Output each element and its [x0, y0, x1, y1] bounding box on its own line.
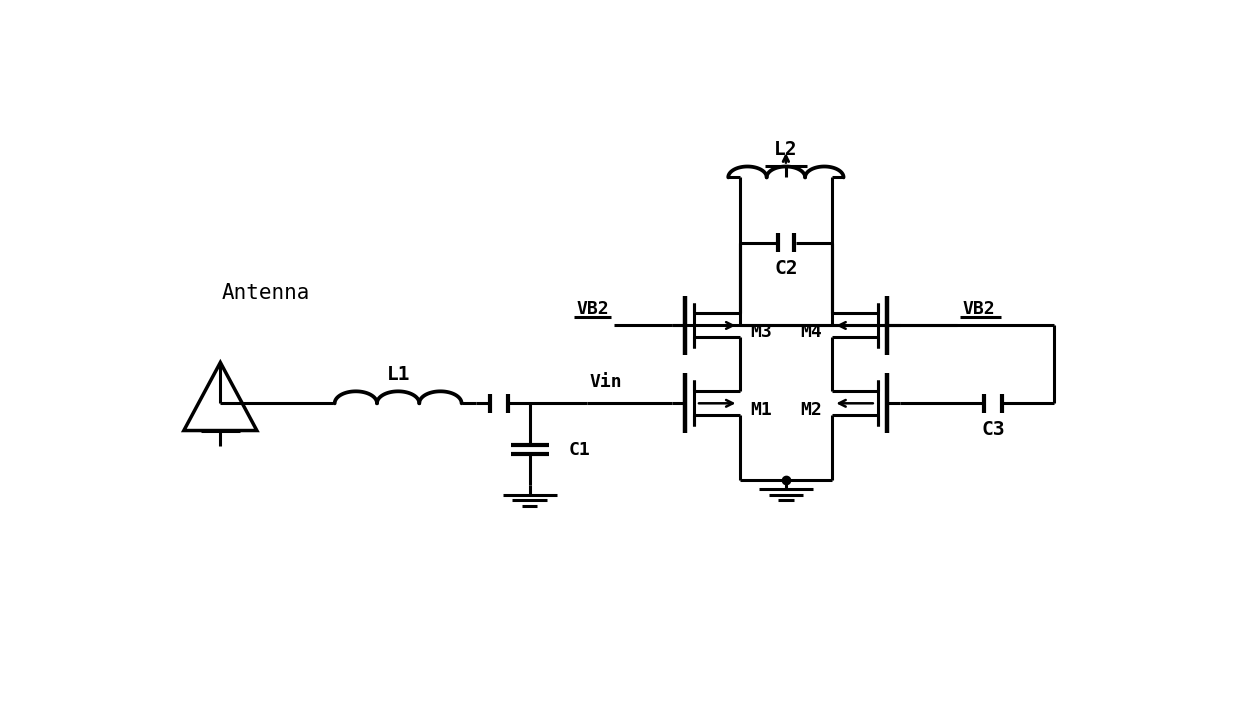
Text: M3: M3 — [750, 323, 771, 341]
Text: Antenna: Antenna — [221, 283, 310, 303]
Text: M1: M1 — [750, 401, 771, 419]
Text: C2: C2 — [774, 259, 797, 279]
Text: Vin: Vin — [589, 373, 622, 390]
Text: L1: L1 — [387, 366, 410, 385]
Text: C3: C3 — [981, 420, 1004, 439]
Text: M4: M4 — [800, 323, 822, 341]
Text: VB2: VB2 — [577, 300, 610, 318]
Text: VB2: VB2 — [962, 300, 994, 318]
Text: C1: C1 — [568, 440, 590, 459]
Text: M2: M2 — [800, 401, 822, 419]
Text: L2: L2 — [774, 139, 797, 158]
